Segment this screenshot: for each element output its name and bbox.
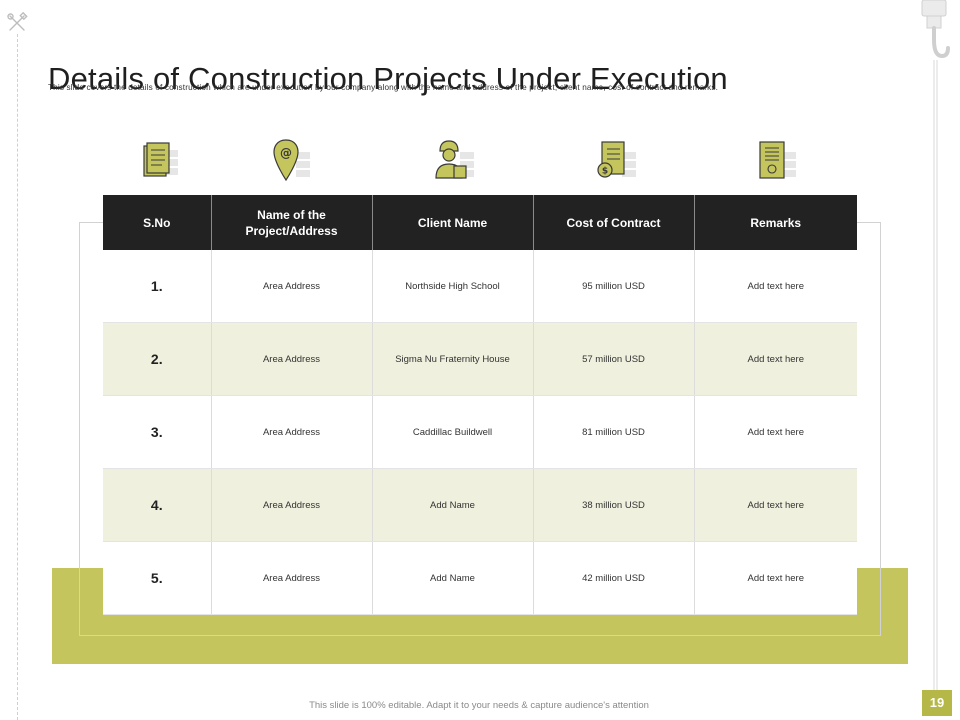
cell-client-name: Sigma Nu Fraternity House bbox=[371, 322, 533, 396]
cell-sno: 5. bbox=[103, 541, 211, 615]
cell-remarks: Add text here bbox=[693, 250, 857, 323]
cell-client-name: Northside High School bbox=[371, 250, 533, 323]
page-title: Details of Construction Projects Under E… bbox=[48, 60, 728, 96]
cell-client-name: Add Name bbox=[371, 468, 533, 542]
cell-remarks: Add text here bbox=[693, 468, 857, 542]
cell-client-name: Caddillac Buildwell bbox=[371, 395, 533, 469]
table-row: 4. Area Address Add Name 38 million USD … bbox=[103, 468, 857, 542]
certificate-icon bbox=[759, 141, 796, 179]
cell-project-address: Area Address bbox=[210, 468, 372, 542]
cell-project-address: Area Address bbox=[210, 250, 372, 323]
table-row: 2. Area Address Sigma Nu Fraternity Hous… bbox=[103, 322, 857, 396]
cell-cost: 42 million USD bbox=[532, 541, 694, 615]
table-row: 5. Area Address Add Name 42 million USD … bbox=[103, 541, 857, 615]
left-dashed-line bbox=[17, 34, 18, 720]
svg-text:@: @ bbox=[280, 146, 292, 160]
cell-sno: 2. bbox=[103, 322, 211, 396]
table-row: 1. Area Address Northside High School 95… bbox=[103, 250, 857, 323]
cell-sno: 3. bbox=[103, 395, 211, 469]
tools-icon bbox=[7, 12, 28, 31]
projects-table: S.No Name of the Project/Address Client … bbox=[103, 195, 857, 615]
table-header-row: S.No Name of the Project/Address Client … bbox=[103, 195, 857, 250]
cell-cost: 95 million USD bbox=[532, 250, 694, 323]
cell-project-address: Area Address bbox=[210, 541, 372, 615]
cell-project-address: Area Address bbox=[210, 322, 372, 396]
page-subtitle: This slide covers the details of constru… bbox=[48, 83, 719, 92]
header-sno: S.No bbox=[103, 195, 211, 250]
footer-note: This slide is 100% editable. Adapt it to… bbox=[309, 700, 649, 711]
header-cost-of-contract: Cost of Contract bbox=[532, 195, 694, 250]
contract-money-icon: $ bbox=[597, 141, 636, 178]
cell-sno: 1. bbox=[103, 250, 211, 323]
crane-hook-icon bbox=[921, 0, 950, 690]
cell-sno: 4. bbox=[103, 468, 211, 542]
page-number-badge: 19 bbox=[922, 690, 952, 716]
svg-text:$: $ bbox=[602, 167, 608, 177]
cell-cost: 38 million USD bbox=[532, 468, 694, 542]
table-row: 3. Area Address Caddillac Buildwell 81 m… bbox=[103, 395, 857, 469]
cell-project-address: Area Address bbox=[210, 395, 372, 469]
header-remarks: Remarks bbox=[693, 195, 857, 250]
cell-client-name: Add Name bbox=[371, 541, 533, 615]
cell-remarks: Add text here bbox=[693, 395, 857, 469]
document-icon bbox=[143, 142, 178, 177]
worker-icon bbox=[435, 140, 474, 179]
cell-remarks: Add text here bbox=[693, 322, 857, 396]
location-email-icon: @ bbox=[273, 139, 310, 182]
header-project-address: Name of the Project/Address bbox=[210, 195, 372, 250]
cell-cost: 57 million USD bbox=[532, 322, 694, 396]
header-client-name: Client Name bbox=[371, 195, 533, 250]
cell-remarks: Add text here bbox=[693, 541, 857, 615]
icon-row: @ $ bbox=[0, 138, 960, 188]
cell-cost: 81 million USD bbox=[532, 395, 694, 469]
